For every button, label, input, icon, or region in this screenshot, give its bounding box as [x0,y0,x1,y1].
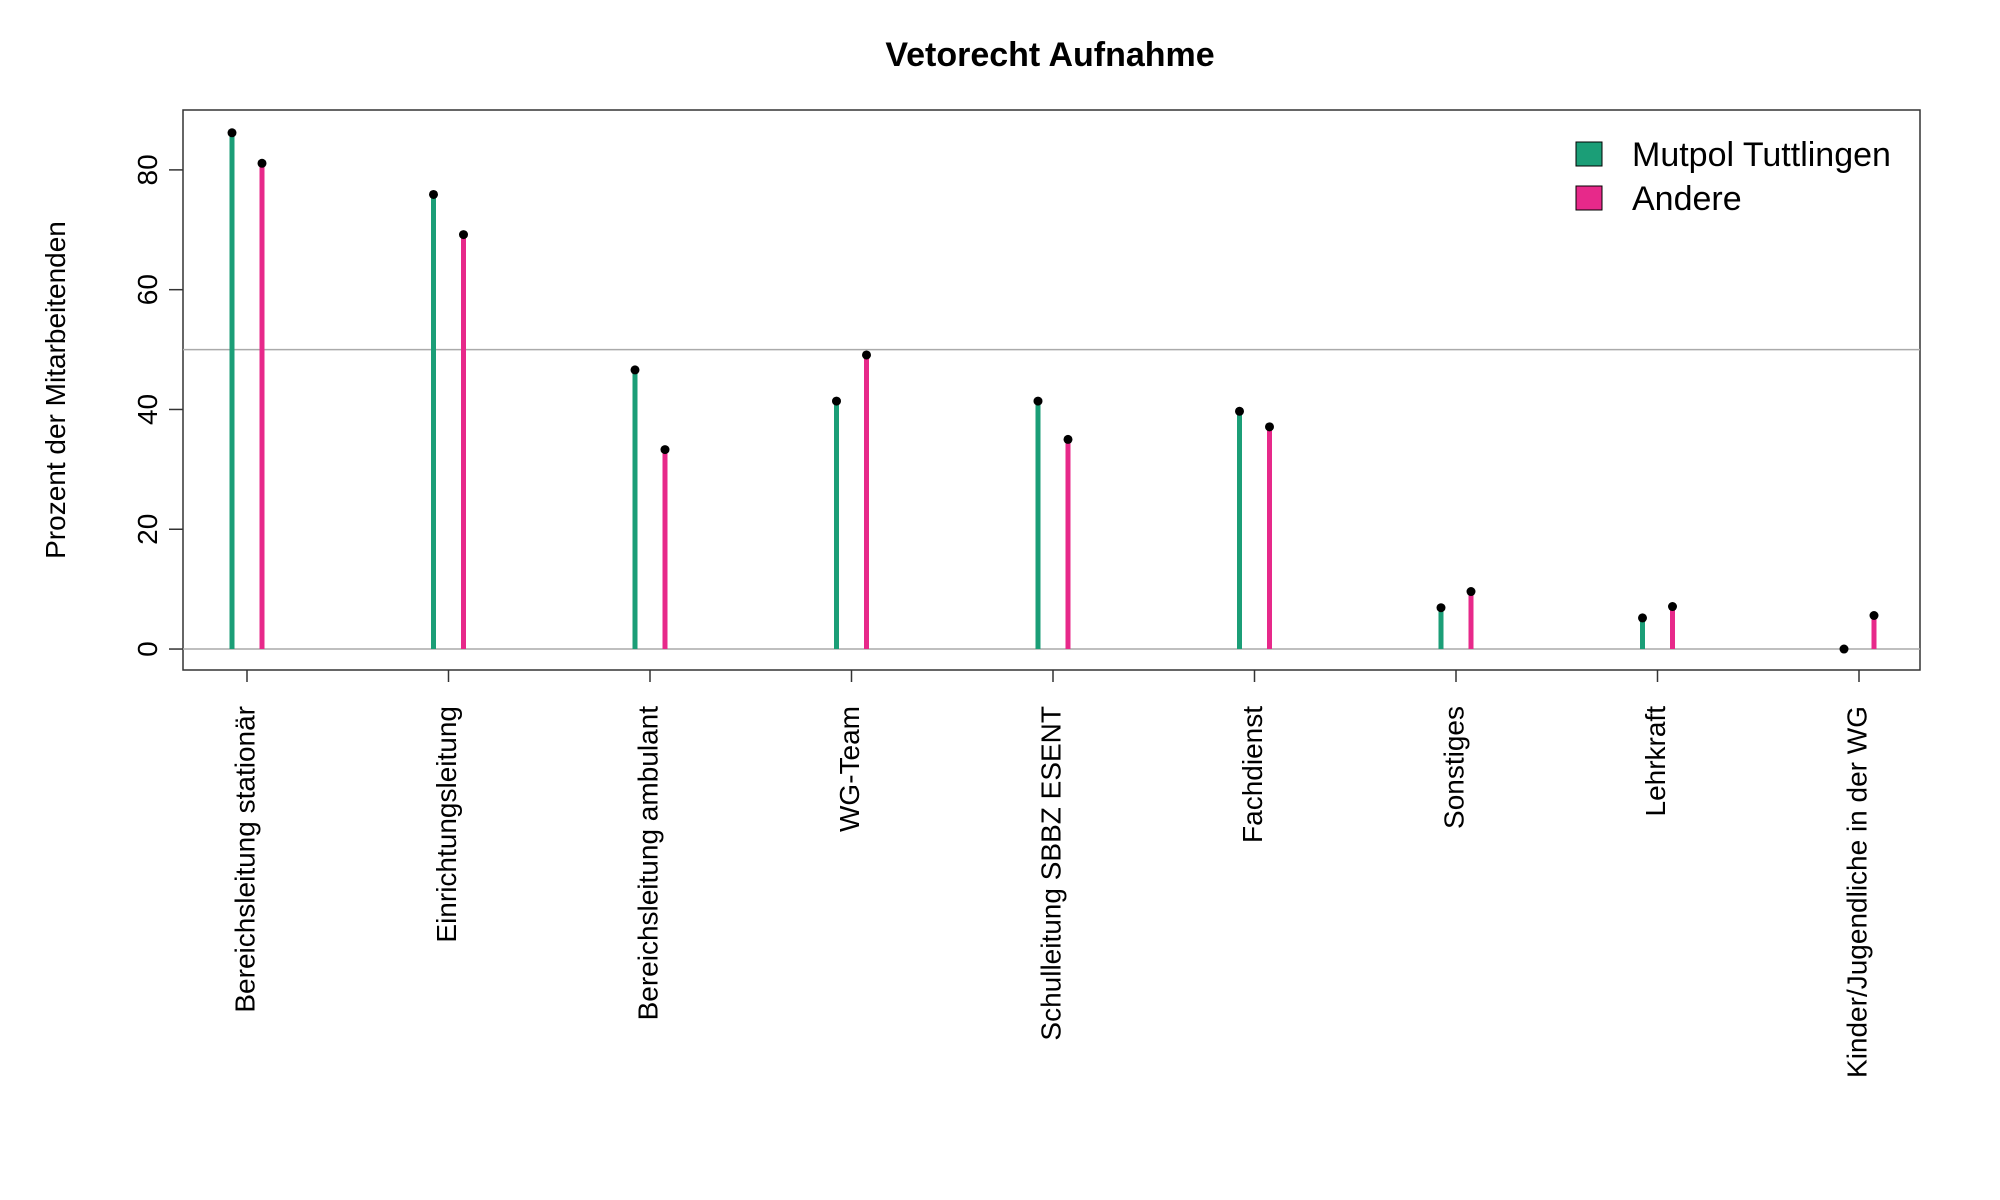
reference-lines [183,348,1920,650]
point-0-3 [832,396,841,406]
x-tick-label: WG-Team [834,706,865,832]
y-axis-label: Prozent der Mitarbeitenden [40,221,71,559]
point-1-5 [1265,422,1274,432]
point-1-2 [660,445,670,455]
point-0-0 [227,128,237,138]
point-1-7 [1668,602,1677,612]
x-tick-label: Bereichsleitung ambulant [632,706,663,1021]
point-1-1 [459,230,468,240]
y-tick-label: 40 [132,394,163,425]
x-tick-label: Einrichtungsleitung [431,706,462,943]
point-0-1 [429,189,438,199]
x-tick-label: Schulleitung SBBZ ESENT [1035,706,1066,1041]
legend-label-1: Andere [1632,180,1742,218]
y-axis: 0 20 40 60 80 [132,154,183,657]
x-tick-label: Fachdienst [1237,706,1268,843]
point-0-5 [1235,406,1244,416]
legend-swatch-0 [1575,141,1603,167]
point-1-4 [1063,434,1073,444]
y-tick-label: 0 [132,641,163,657]
y-tick-label: 20 [132,514,163,545]
point-0-7 [1638,613,1647,623]
x-tick-label: Kinder/Jugendliche in der WG [1841,706,1872,1078]
point-0-6 [1436,603,1446,613]
chart-title: Vetorecht Aufnahme [885,36,1214,74]
point-1-0 [257,158,267,168]
plot-frame [182,109,1921,671]
data-marks [227,128,1879,654]
legend-swatch-1 [1575,185,1603,211]
y-tick-label: 60 [132,274,163,305]
point-0-2 [630,365,640,375]
x-axis: Bereichsleitung stationär Einrichtungslei… [229,670,1872,1078]
point-0-8 [1839,644,1849,654]
point-1-8 [1869,610,1879,620]
x-tick-label: Sonstiges [1438,706,1469,829]
point-1-6 [1466,587,1476,597]
point-0-4 [1033,396,1043,406]
legend: Mutpol Tuttlingen Andere [1575,136,1891,218]
x-tick-label: Lehrkraft [1640,706,1671,817]
point-1-3 [862,350,871,360]
y-tick-label: 80 [132,154,163,185]
x-tick-label: Bereichsleitung stationär [229,706,260,1013]
legend-label-0: Mutpol Tuttlingen [1632,136,1891,174]
